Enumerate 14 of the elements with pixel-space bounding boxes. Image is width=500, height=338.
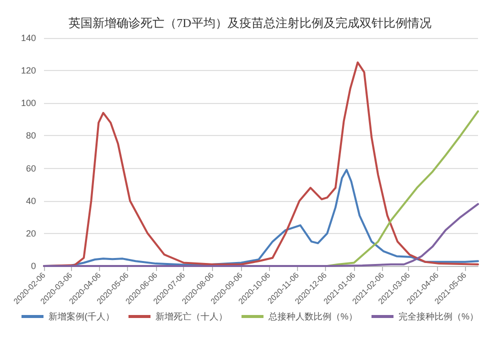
legend-label: 总接种人数比例（%） <box>267 312 358 322</box>
chart-title: 英国新增确诊死亡（7D平均）及疫苗总注射比例及完成双针比例情况 <box>68 16 432 30</box>
y-tick-label: 40 <box>26 196 36 206</box>
y-tick-label: 100 <box>20 98 36 108</box>
legend-label: 新增案例(千人） <box>48 312 114 322</box>
y-tick-label: 120 <box>20 66 36 76</box>
legend-label: 完全接种比例（%） <box>398 312 479 322</box>
y-tick-label: 80 <box>26 130 36 141</box>
y-tick-label: 20 <box>26 228 36 238</box>
y-tick-label: 0 <box>30 261 36 271</box>
y-tick-label: 140 <box>20 33 36 43</box>
legend-label: 新增死亡（十人） <box>155 312 228 322</box>
line-series <box>326 110 479 267</box>
y-tick-label: 60 <box>26 163 36 174</box>
